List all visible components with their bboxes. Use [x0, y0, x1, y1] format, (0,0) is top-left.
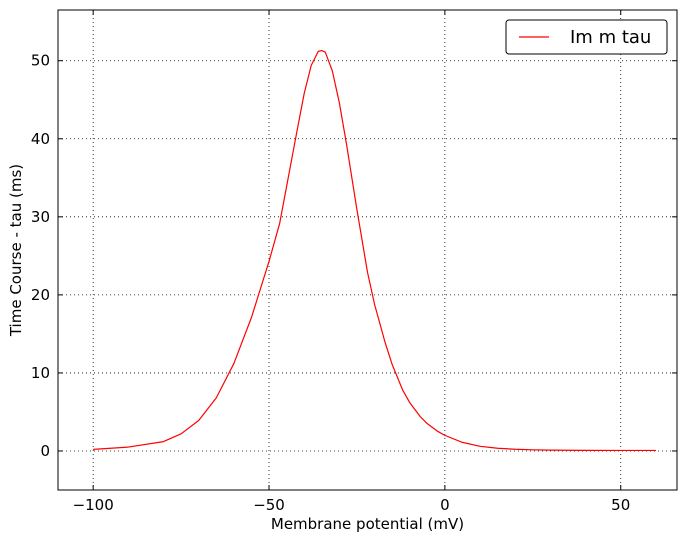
x-axis-label: Membrane potential (mV)	[271, 515, 464, 533]
y-tick-label: 30	[31, 208, 50, 226]
legend-box	[505, 19, 668, 55]
series-layer	[93, 49, 656, 452]
y-tick-label: 0	[40, 442, 50, 460]
series-line-im-m-tau	[93, 49, 656, 452]
y-tick-label: 20	[31, 286, 50, 304]
y-axis-label: Time Course - tau (ms)	[7, 164, 25, 337]
axis-ticks: −100 −50 0 50 0 10 20 30 40 50	[31, 10, 677, 514]
x-tick-label: −100	[73, 496, 114, 514]
x-tick-label: 50	[611, 496, 630, 514]
legend-label-im-m-tau: Im m tau	[570, 27, 651, 48]
x-tick-label: −50	[253, 496, 285, 514]
legend: Im m tau	[505, 19, 668, 55]
y-tick-label: 10	[31, 364, 50, 382]
plot-frame	[57, 9, 678, 491]
x-tick-label: 0	[440, 496, 450, 514]
y-tick-label: 40	[31, 130, 50, 148]
y-tick-label: 50	[31, 52, 50, 70]
grid-lines	[58, 10, 677, 490]
